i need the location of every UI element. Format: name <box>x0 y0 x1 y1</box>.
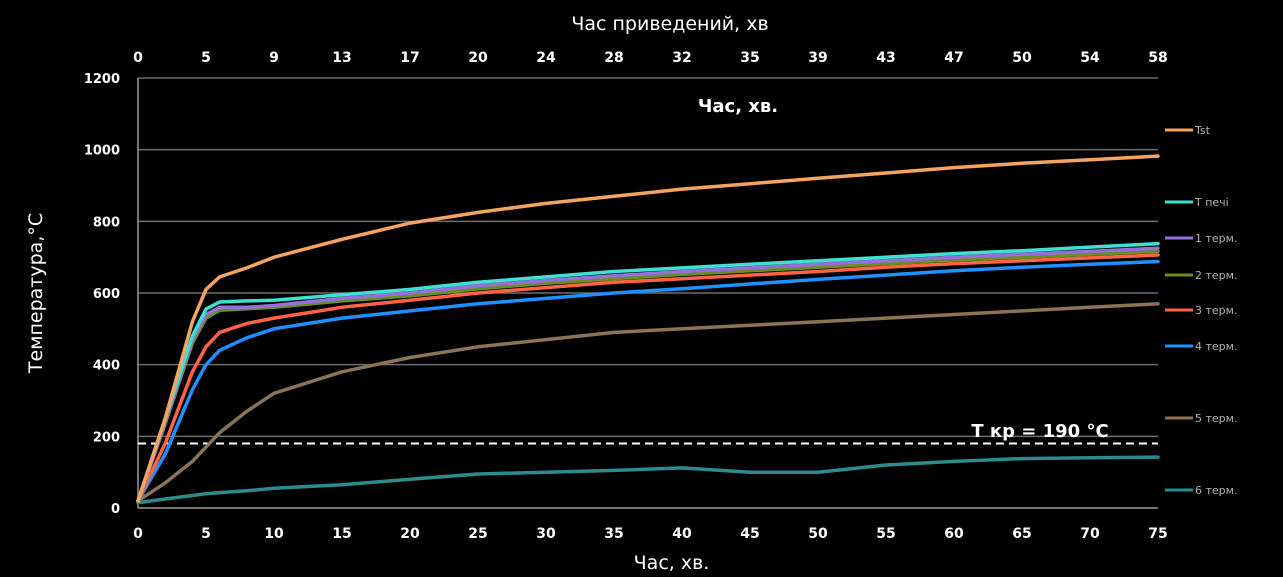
x-tick-label: 45 <box>740 526 759 542</box>
y-tick-label: 600 <box>93 287 120 302</box>
y-axis-title-unit: °C <box>25 213 47 236</box>
legend-label: 5 терм. <box>1195 412 1237 425</box>
top-tick-label: 9 <box>269 50 279 66</box>
y-axis-title-text: Температура, <box>25 236 47 375</box>
x-tick-label: 35 <box>604 526 623 542</box>
series-line <box>136 259 1160 503</box>
top-tick-label: 13 <box>332 50 351 66</box>
x-tick-label: 50 <box>808 526 828 542</box>
x-tick-label: 55 <box>876 526 895 542</box>
top-tick-label: 50 <box>1012 50 1032 66</box>
top-tick-label: 20 <box>468 50 488 66</box>
top-tick-label: 28 <box>604 50 623 66</box>
y-axis-title: Температура,°C <box>25 213 47 374</box>
series-line <box>136 253 1160 503</box>
plot-frame <box>8 10 1283 547</box>
legend: Tst Т печі 1 терм. 2 терм. 3 терм. 4 терм. 5 т… <box>1165 124 1237 497</box>
legend-label: 3 терм. <box>1195 304 1237 317</box>
x-axis-title: Час, хв. <box>633 552 710 574</box>
x-tick-label: 60 <box>944 526 964 542</box>
legend-label: Т печі <box>1194 196 1229 209</box>
x-tick-labels: 0 5 10 15 20 25 30 35 40 45 50 55 60 65 70 75 <box>133 526 1168 542</box>
x-tick-label: 70 <box>1080 526 1100 542</box>
legend-label: 2 терм. <box>1195 269 1237 282</box>
top-tick-label: 32 <box>672 50 691 66</box>
critical-label: Т кр = 190 °С <box>971 421 1108 442</box>
x-tick-label: 25 <box>468 526 487 542</box>
x-tick-label: 0 <box>133 526 143 542</box>
legend-label: 1 терм. <box>1195 232 1237 245</box>
series-line <box>136 154 1160 503</box>
x-tick-label: 20 <box>400 526 420 542</box>
top-tick-label: 39 <box>808 50 827 66</box>
top-tick-label: 17 <box>400 50 419 66</box>
inner-title: Час, хв. <box>698 96 778 117</box>
top-tick-label: 5 <box>201 50 211 66</box>
top-axis-title: Час приведений, хв <box>571 13 768 35</box>
series-line <box>136 249 1160 503</box>
top-tick-label: 54 <box>1080 50 1100 66</box>
top-tick-label: 35 <box>740 50 759 66</box>
critical-temperature: Т кр = 190 °С <box>138 421 1158 445</box>
top-tick-label: 43 <box>876 50 895 66</box>
series-line <box>136 246 1160 503</box>
top-tick-label: 24 <box>536 50 556 66</box>
x-tick-label: 5 <box>201 526 211 542</box>
y-tick-label: 1200 <box>84 72 120 87</box>
y-tick-label: 1000 <box>84 144 120 159</box>
top-tick-label: 58 <box>1148 50 1167 66</box>
y-tick-label: 0 <box>111 502 120 517</box>
y-tick-label: 200 <box>93 430 120 445</box>
legend-label: Tst <box>1194 124 1211 137</box>
legend-label: 6 терм. <box>1195 484 1237 497</box>
x-tick-label: 10 <box>264 526 284 542</box>
y-tick-labels: 0 200 400 600 800 1000 1200 <box>84 72 120 517</box>
grid-lines <box>137 77 1158 509</box>
x-tick-label: 15 <box>332 526 351 542</box>
series-line <box>136 455 1160 505</box>
x-tick-label: 40 <box>672 526 692 542</box>
x-tick-label: 30 <box>536 526 556 542</box>
top-tick-label: 0 <box>133 50 143 66</box>
y-tick-label: 400 <box>93 359 120 374</box>
y-tick-label: 800 <box>93 215 120 230</box>
top-tick-label: 47 <box>944 50 963 66</box>
top-tick-labels: 0 5 9 13 17 20 24 28 32 35 39 43 47 50 54 58 <box>133 50 1168 66</box>
legend-label: 4 терм. <box>1195 340 1237 353</box>
series-line <box>136 241 1160 503</box>
temperature-chart: Час приведений, хв Час, хв. Температура,… <box>0 0 1283 549</box>
x-tick-label: 75 <box>1148 526 1167 542</box>
series-lines <box>136 154 1160 505</box>
x-tick-label: 65 <box>1012 526 1031 542</box>
x-axis-title-bar: Час, хв. <box>0 549 1283 577</box>
series-line <box>136 302 1160 503</box>
